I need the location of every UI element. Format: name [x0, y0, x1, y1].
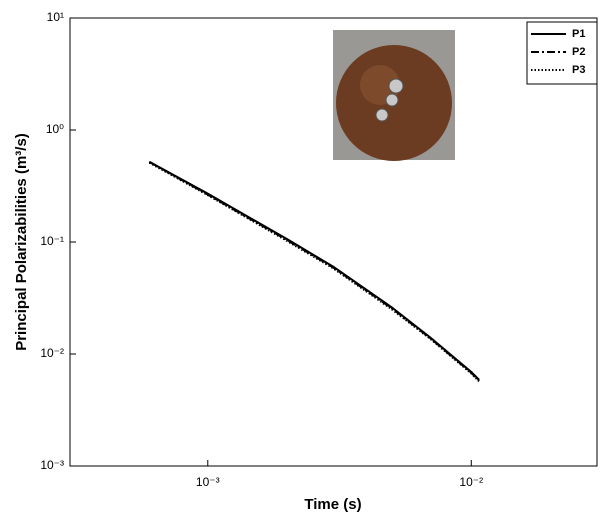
y-tick-label: 10⁰ — [46, 122, 64, 136]
y-axis-title: Principal Polarizabilities (m³/s) — [13, 133, 30, 351]
legend-label: P1 — [572, 28, 585, 40]
y-tick-label: 10⁻³ — [40, 458, 64, 472]
legend-box — [526, 21, 598, 85]
x-tick-label: 10⁻³ — [196, 475, 220, 489]
x-axis-title: Time (s) — [304, 496, 361, 513]
legend-label: P3 — [572, 64, 585, 76]
legend-label: P2 — [572, 46, 585, 58]
x-tick-label: 10⁻² — [459, 475, 483, 489]
series-line — [148, 160, 480, 382]
knob — [388, 78, 404, 94]
y-tick-label: 10¹ — [47, 10, 64, 24]
series-line — [148, 161, 480, 383]
inset-photo — [333, 30, 455, 161]
series-line — [148, 160, 480, 381]
y-tick-label: 10⁻² — [40, 346, 64, 360]
knob — [385, 93, 399, 107]
y-tick-label: 10⁻¹ — [40, 234, 64, 248]
legend: P1 P2 P3 — [526, 21, 598, 85]
knob — [375, 108, 389, 122]
